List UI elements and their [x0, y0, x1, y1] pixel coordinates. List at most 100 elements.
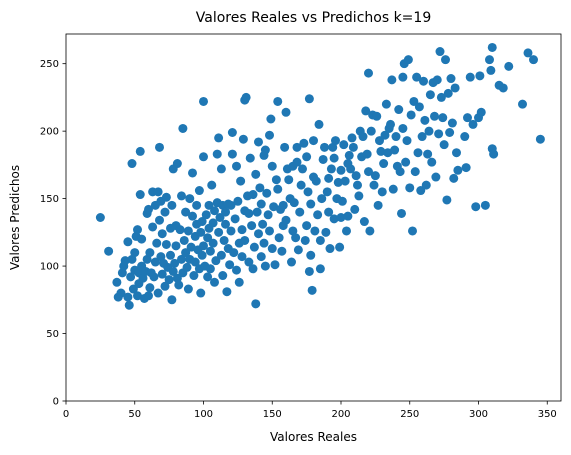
data-point [340, 176, 350, 186]
data-point [266, 114, 276, 124]
data-point [203, 233, 213, 243]
data-point [127, 254, 137, 264]
x-tick-label: 100 [194, 409, 213, 420]
data-point [244, 257, 254, 267]
data-point [241, 92, 251, 102]
data-point [124, 300, 134, 310]
data-point [214, 227, 224, 237]
x-axis-label: Valores Reales [270, 430, 357, 444]
data-point [315, 235, 325, 245]
data-point [177, 191, 186, 201]
data-point [408, 226, 417, 236]
data-point [343, 211, 353, 221]
data-point [270, 260, 280, 270]
data-point [256, 252, 266, 262]
chart-title: Valores Reales vs Predichos k=19 [196, 10, 431, 26]
data-point [295, 207, 305, 217]
data-point [273, 184, 283, 194]
data-point [409, 96, 419, 106]
data-point [306, 199, 316, 209]
data-point [288, 226, 298, 236]
y-tick-label: 250 [40, 59, 59, 70]
data-point [364, 167, 373, 177]
data-point [215, 213, 225, 222]
data-point [413, 148, 423, 158]
data-point [155, 142, 164, 152]
data-point [251, 169, 261, 179]
data-point [211, 256, 221, 266]
data-point [157, 269, 167, 279]
data-point [298, 164, 307, 174]
data-point [194, 186, 204, 196]
data-point [480, 200, 490, 210]
data-point [192, 200, 202, 210]
data-point [289, 198, 299, 208]
data-point [325, 244, 335, 254]
data-point [199, 152, 208, 162]
plot-frame [65, 33, 562, 402]
data-point [333, 177, 343, 187]
x-tick-label: 0 [63, 409, 69, 420]
data-point [197, 250, 207, 260]
data-point [485, 55, 494, 65]
data-point [133, 291, 142, 301]
data-point [397, 208, 406, 218]
data-point [487, 42, 497, 52]
data-point [265, 226, 274, 236]
data-point [238, 134, 248, 144]
data-point [117, 268, 127, 278]
data-point [137, 234, 147, 244]
data-point [170, 258, 180, 268]
data-point [321, 227, 331, 237]
data-point [196, 288, 206, 298]
data-point [416, 186, 426, 196]
data-point [237, 225, 247, 235]
data-point [254, 229, 263, 239]
data-point [254, 137, 263, 147]
data-point [421, 180, 431, 190]
data-point [431, 172, 441, 182]
data-point [442, 195, 452, 205]
data-point [386, 119, 395, 129]
data-point [329, 214, 339, 224]
data-point [201, 210, 211, 220]
data-point [135, 190, 145, 200]
y-tick-label: 200 [40, 127, 59, 138]
data-point [387, 75, 397, 85]
data-point [226, 226, 236, 236]
data-point [306, 250, 316, 260]
data-point [318, 154, 328, 164]
data-point [267, 244, 277, 254]
data-point [133, 225, 142, 235]
data-point [324, 173, 334, 183]
data-point [135, 146, 145, 156]
data-point [210, 277, 219, 287]
data-point [156, 252, 166, 262]
data-point [417, 132, 427, 142]
data-point [153, 187, 163, 197]
data-point [149, 272, 159, 282]
data-point [126, 272, 136, 282]
data-point [274, 233, 284, 243]
data-point [342, 226, 351, 236]
data-point [258, 219, 268, 229]
data-point [302, 221, 312, 231]
data-point [461, 163, 471, 173]
data-point [523, 48, 533, 58]
data-point [366, 126, 376, 136]
data-point [362, 149, 372, 159]
data-point [359, 217, 369, 227]
data-point [260, 145, 270, 155]
data-point [361, 106, 371, 116]
data-point [221, 219, 230, 229]
data-point [208, 218, 218, 228]
data-point [379, 159, 389, 169]
data-point [292, 157, 302, 167]
data-point [453, 165, 463, 175]
data-point [291, 233, 301, 243]
data-point [377, 187, 387, 197]
data-point [320, 142, 329, 152]
data-point [398, 123, 408, 133]
data-point [388, 184, 398, 194]
